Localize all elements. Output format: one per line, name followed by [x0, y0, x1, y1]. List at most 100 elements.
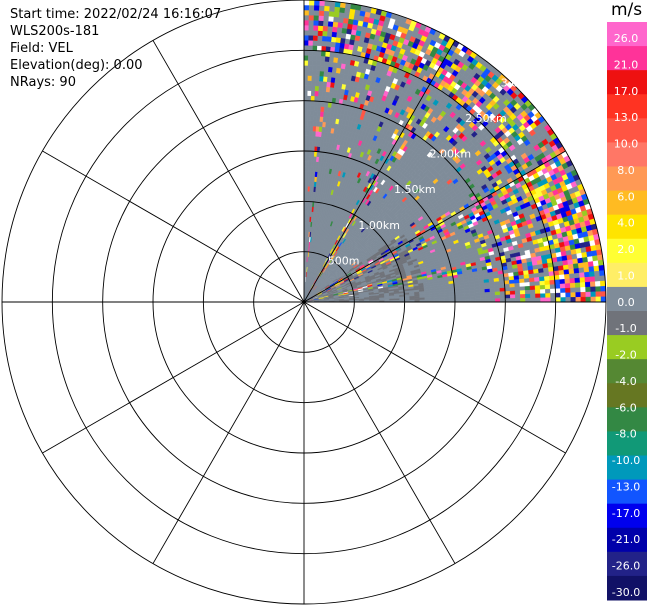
velocity-cell [303, 125, 308, 132]
velocity-cell [303, 19, 310, 26]
velocity-cell [303, 105, 308, 111]
velocity-cell [334, 6, 341, 13]
velocity-cell [307, 110, 311, 117]
velocity-cell [306, 140, 310, 147]
velocity-cell [308, 19, 315, 26]
velocity-cell [318, 80, 324, 87]
velocity-cell [320, 60, 326, 67]
velocity-cell [311, 85, 316, 92]
velocity-cell [306, 155, 310, 162]
velocity-cell [303, 60, 309, 66]
velocity-cell [324, 61, 330, 67]
velocity-cell [306, 150, 310, 157]
velocity-cell [582, 261, 589, 268]
velocity-cell [307, 85, 312, 91]
velocity-cell [572, 263, 579, 270]
velocity-cell [315, 70, 321, 77]
velocity-cell [303, 65, 309, 71]
velocity-cell [336, 32, 343, 39]
velocity-cell [306, 130, 311, 137]
velocity-cell [333, 11, 340, 18]
velocity-cell [321, 40, 328, 47]
velocity-cell [317, 100, 322, 107]
velocity-cell [587, 256, 594, 263]
velocity-cell [303, 4, 310, 11]
velocity-cell [308, 45, 314, 51]
velocity-cell [327, 31, 333, 37]
velocity-cell [322, 81, 328, 87]
velocity-cell [325, 51, 331, 57]
velocity-cell [303, 85, 308, 91]
velocity-cell [314, 85, 320, 92]
velocity-cell [562, 260, 569, 266]
velocity-cell [305, 170, 309, 177]
velocity-cell [303, 115, 308, 122]
velocity-cell [303, 14, 310, 21]
velocity-cell [329, 56, 335, 63]
velocity-cell [319, 65, 325, 72]
velocity-cell [308, 40, 314, 46]
velocity-cell [321, 45, 327, 52]
velocity-cell [314, 100, 319, 107]
velocity-cell [316, 45, 323, 52]
velocity-cell [323, 10, 330, 17]
velocity-cell [303, 100, 308, 106]
velocity-cell [318, 15, 325, 22]
velocity-cell [320, 50, 327, 57]
velocity-cell [332, 21, 339, 28]
velocity-cell [327, 20, 334, 27]
velocity-cell [309, 145, 313, 152]
velocity-cell [315, 65, 321, 72]
velocity-cell [310, 90, 316, 97]
velocity-cell [312, 40, 318, 46]
velocity-cell [303, 50, 309, 56]
velocity-cell [326, 41, 332, 47]
velocity-cell [324, 5, 331, 12]
velocity-cell [309, 125, 314, 132]
velocity-cell [319, 70, 325, 77]
velocity-cell [338, 17, 345, 24]
velocity-cell [320, 55, 326, 62]
velocity-cell [538, 268, 545, 274]
velocity-cell [306, 115, 311, 122]
velocity-cell [303, 110, 308, 116]
velocity-cell [587, 261, 594, 268]
velocity-cell [303, 120, 308, 127]
velocity-cell [307, 60, 313, 66]
velocity-cell [311, 80, 316, 87]
velocity-cell [303, 90, 308, 96]
velocity-cell [303, 40, 309, 46]
velocity-cell [319, 75, 324, 82]
velocity-cell [303, 70, 309, 76]
velocity-cell [311, 70, 317, 77]
velocity-cell [567, 259, 574, 266]
velocity-cell [338, 12, 345, 19]
velocity-cell [310, 95, 316, 102]
velocity-cell [310, 100, 315, 107]
velocity-cell [310, 105, 315, 112]
velocity-cell [319, 0, 326, 6]
velocity-cell [312, 35, 319, 41]
velocity-cell [567, 263, 574, 270]
velocity-data-layer [303, 0, 607, 303]
velocity-cell [324, 56, 331, 62]
velocity-cell [308, 4, 315, 11]
velocity-cell [592, 255, 599, 262]
velocity-cell [577, 262, 584, 269]
velocity-cell [309, 130, 314, 137]
velocity-cell [309, 120, 314, 127]
velocity-cell [313, 105, 318, 112]
velocity-cell [318, 85, 324, 92]
velocity-cell [303, 9, 310, 16]
velocity-cell [326, 36, 333, 42]
velocity-cell [557, 265, 565, 271]
velocity-cell [317, 35, 323, 42]
velocity-cell [303, 29, 309, 36]
velocity-cell [303, 75, 309, 81]
velocity-cell [317, 40, 323, 47]
velocity-cell [312, 125, 317, 132]
velocity-cell [303, 80, 309, 86]
velocity-cell [316, 60, 322, 67]
velocity-cell [318, 10, 325, 17]
velocity-cell [577, 257, 584, 264]
